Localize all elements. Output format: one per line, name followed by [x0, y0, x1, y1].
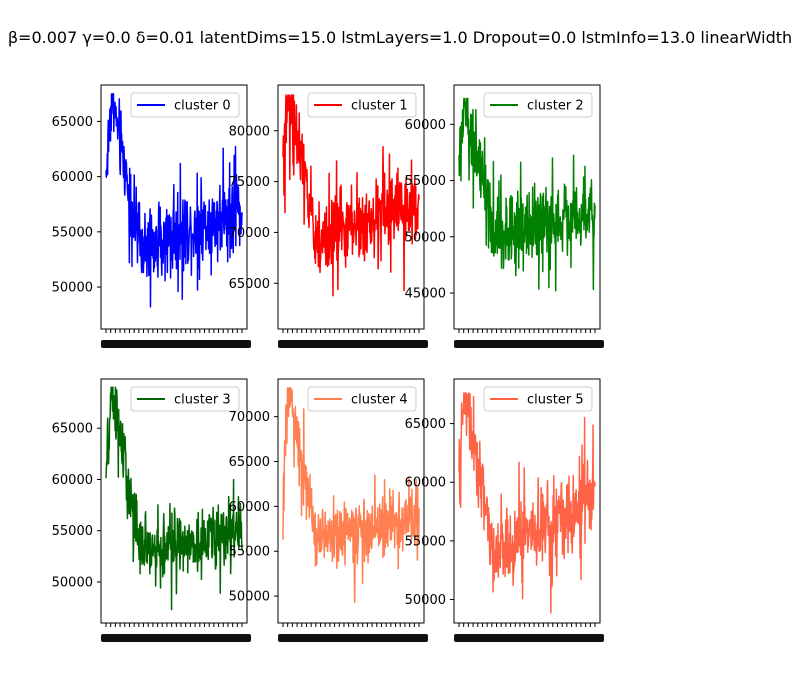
series-line	[458, 392, 596, 614]
x-tick-label-band	[278, 634, 428, 642]
figure-title: β=0.007 γ=0.0 δ=0.01 latentDims=15.0 lst…	[8, 28, 792, 47]
y-tick-label: 55000	[229, 545, 270, 560]
y-tick-label: 65000	[405, 417, 446, 432]
y-tick-label: 50000	[229, 590, 270, 605]
y-tick-label: 50000	[52, 281, 93, 296]
y-tick-label: 55000	[405, 534, 446, 549]
legend-label: cluster 1	[351, 99, 408, 114]
x-tick-label-band	[101, 634, 251, 642]
x-tick-label-band	[454, 634, 604, 642]
legend-label: cluster 4	[351, 393, 408, 408]
y-tick-label: 55000	[52, 524, 93, 539]
series-line	[282, 94, 420, 297]
legend-label: cluster 0	[174, 99, 231, 114]
legend-box	[307, 92, 417, 118]
subplot-4: 50000 55000 60000 65000 70000 cluster 4	[229, 378, 428, 642]
x-tick-label-band	[454, 340, 604, 348]
series-line	[458, 97, 596, 292]
y-tick-label: 75000	[229, 175, 270, 190]
legend-label: cluster 3	[174, 393, 231, 408]
subplot-0: 50000 55000 60000 65000 cluster 0	[52, 84, 251, 348]
y-tick-label: 65000	[52, 115, 93, 130]
series-line	[105, 386, 243, 611]
y-tick-label: 60000	[52, 473, 93, 488]
subplot-5: 50000 55000 60000 65000 cluster 5	[405, 378, 604, 642]
axes-frame	[453, 84, 601, 330]
legend-label: cluster 5	[527, 393, 584, 408]
x-tick-label-band	[101, 340, 251, 348]
axes-frame	[277, 378, 425, 624]
y-tick-label: 55000	[52, 225, 93, 240]
legend-box	[483, 92, 593, 118]
legend-box	[130, 386, 240, 412]
y-tick-label: 70000	[229, 410, 270, 425]
y-tick-label: 50000	[405, 230, 446, 245]
y-tick-label: 60000	[405, 476, 446, 491]
series-line	[105, 93, 243, 308]
y-tick-label: 50000	[52, 575, 93, 590]
axes-frame	[277, 84, 425, 330]
y-tick-label: 50000	[405, 593, 446, 608]
y-tick-label: 60000	[229, 500, 270, 515]
y-tick-label: 60000	[405, 118, 446, 133]
legend-box	[130, 92, 240, 118]
axes-frame	[453, 378, 601, 624]
y-tick-label: 55000	[405, 174, 446, 189]
y-tick-label: 70000	[229, 226, 270, 241]
y-tick-label: 65000	[229, 455, 270, 470]
legend-box	[307, 386, 417, 412]
y-tick-label: 80000	[229, 124, 270, 139]
subplot-3: 50000 55000 60000 65000 cluster 3	[52, 378, 251, 642]
series-line	[282, 387, 420, 603]
legend-label: cluster 2	[527, 99, 584, 114]
y-tick-label: 60000	[52, 170, 93, 185]
subplot-1: 65000 70000 75000 80000 cluster 1	[229, 84, 428, 348]
subplot-2: 45000 50000 55000 60000 cluster 2	[405, 84, 604, 348]
axes-frame	[100, 378, 248, 624]
y-tick-label: 45000	[405, 287, 446, 302]
axes-frame	[100, 84, 248, 330]
y-tick-label: 65000	[52, 422, 93, 437]
legend-box	[483, 386, 593, 412]
y-tick-label: 65000	[229, 277, 270, 292]
x-tick-label-band	[278, 340, 428, 348]
